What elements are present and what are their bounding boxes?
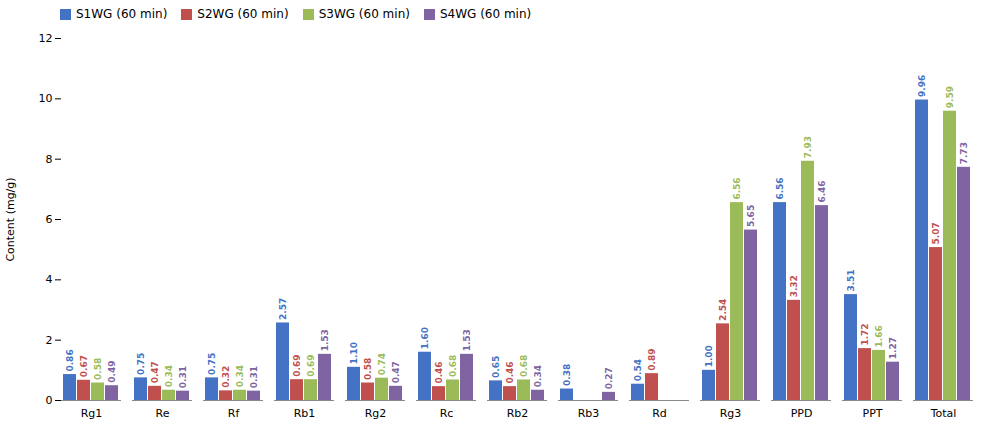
- svg-text:0.38: 0.38: [562, 364, 572, 386]
- svg-text:0.65: 0.65: [491, 356, 501, 378]
- svg-text:0.86: 0.86: [65, 349, 75, 371]
- svg-text:0.46: 0.46: [434, 361, 444, 383]
- svg-text:12: 12: [39, 32, 53, 45]
- html-text:S3WG (60 min): S3WG (60 min): [318, 7, 410, 21]
- svg-text:3.51: 3.51: [846, 269, 856, 291]
- svg-text:6.46: 6.46: [817, 180, 827, 202]
- svg-text:0.74: 0.74: [377, 353, 387, 375]
- svg-text:0.31: 0.31: [178, 366, 188, 388]
- svg-text:9.59: 9.59: [945, 86, 955, 108]
- svg-text:0.68: 0.68: [448, 355, 458, 377]
- svg-text:0.34: 0.34: [164, 365, 174, 387]
- svg-text:Rd: Rd: [652, 407, 667, 420]
- svg-text:1.66: 1.66: [874, 325, 884, 347]
- svg-text:Rc: Rc: [440, 407, 454, 420]
- svg-text:10: 10: [39, 92, 53, 105]
- svg-text:3.32: 3.32: [789, 275, 799, 297]
- svg-text:1.53: 1.53: [462, 329, 472, 351]
- svg-text:7.93: 7.93: [803, 136, 813, 158]
- svg-text:1.60: 1.60: [420, 327, 430, 349]
- svg-text:0.69: 0.69: [306, 354, 316, 376]
- svg-text:7.73: 7.73: [959, 142, 969, 164]
- svg-text:0.75: 0.75: [136, 353, 146, 375]
- svg-text:0.58: 0.58: [363, 358, 373, 380]
- svg-text:6: 6: [46, 213, 53, 226]
- svg-text:Re: Re: [156, 407, 170, 420]
- svg-text:Rg3: Rg3: [720, 407, 742, 420]
- svg-text:Rg2: Rg2: [365, 407, 387, 420]
- svg-text:Rb1: Rb1: [294, 407, 316, 420]
- svg-text:0.32: 0.32: [221, 366, 231, 388]
- svg-text:8: 8: [46, 153, 53, 166]
- svg-text:2: 2: [46, 334, 53, 347]
- svg-text:9.96: 9.96: [917, 75, 927, 97]
- html-text:S1WG (60 min): S1WG (60 min): [76, 7, 168, 21]
- svg-text:0.47: 0.47: [391, 361, 401, 383]
- svg-text:0.89: 0.89: [647, 348, 657, 370]
- svg-text:0.34: 0.34: [533, 365, 543, 387]
- svg-text:5.65: 5.65: [746, 205, 756, 227]
- svg-text:0.68: 0.68: [519, 355, 529, 377]
- svg-text:Rg1: Rg1: [81, 407, 103, 420]
- svg-text:1.00: 1.00: [704, 345, 714, 367]
- html-text:S2WG (60 min): S2WG (60 min): [197, 7, 289, 21]
- svg-text:2.57: 2.57: [278, 298, 288, 320]
- svg-text:PPT: PPT: [863, 407, 883, 420]
- svg-text:0.75: 0.75: [207, 353, 217, 375]
- svg-text:4: 4: [46, 273, 53, 286]
- svg-text:0.31: 0.31: [249, 366, 259, 388]
- svg-text:Rb2: Rb2: [507, 407, 529, 420]
- svg-text:0.58: 0.58: [93, 358, 103, 380]
- svg-text:0.27: 0.27: [604, 367, 614, 389]
- svg-text:6.56: 6.56: [732, 177, 742, 199]
- svg-text:0.69: 0.69: [292, 354, 302, 376]
- svg-text:0.67: 0.67: [79, 355, 89, 377]
- svg-text:6.56: 6.56: [775, 177, 785, 199]
- html-text:S4WG (60 min): S4WG (60 min): [439, 7, 532, 21]
- svg-text:0.49: 0.49: [107, 360, 117, 382]
- svg-text:0.47: 0.47: [150, 361, 160, 383]
- svg-text:Rb3: Rb3: [578, 407, 600, 420]
- svg-text:1.10: 1.10: [349, 342, 359, 364]
- svg-text:0.34: 0.34: [235, 365, 245, 387]
- svg-text:2.54: 2.54: [718, 299, 728, 321]
- svg-text:Content (mg/g): Content (mg/g): [4, 177, 17, 261]
- svg-text:1.53: 1.53: [320, 329, 330, 351]
- svg-text:0.46: 0.46: [505, 361, 515, 383]
- svg-text:1.27: 1.27: [888, 337, 898, 359]
- svg-text:Total: Total: [930, 407, 957, 420]
- svg-text:1.72: 1.72: [860, 323, 870, 345]
- svg-text:PPD: PPD: [791, 407, 813, 420]
- svg-text:0: 0: [46, 394, 53, 407]
- svg-text:5.07: 5.07: [931, 222, 941, 244]
- svg-text:Rf: Rf: [228, 407, 241, 420]
- svg-text:0.54: 0.54: [633, 359, 643, 381]
